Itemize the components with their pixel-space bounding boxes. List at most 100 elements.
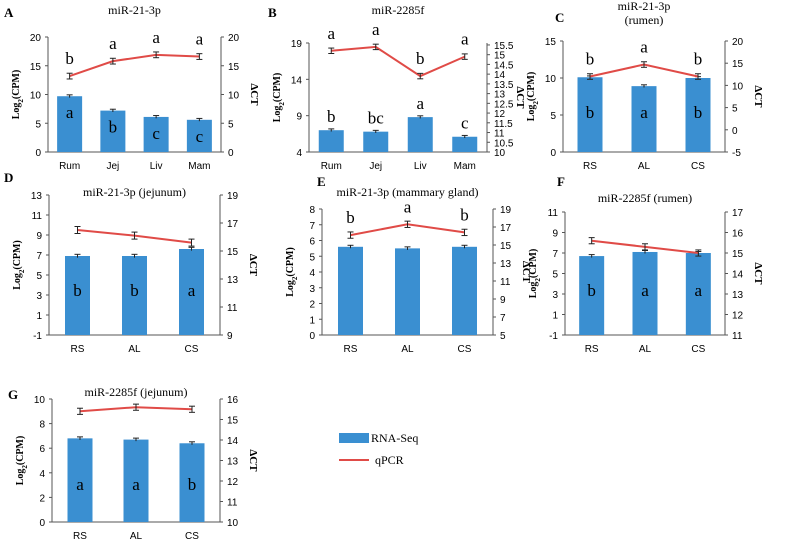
bar-sig-letter: a	[66, 103, 74, 122]
y-tick-label: 1	[36, 311, 42, 322]
y2-tick-label: 19	[227, 191, 239, 202]
y2-tick-label: 14.5	[494, 60, 514, 71]
panel-label: E	[317, 174, 326, 189]
y-axis-label: Log2(CPM)	[15, 436, 29, 486]
x-tick-label: Mam	[188, 161, 210, 172]
y-axis-label-text: Log2(CPM)	[15, 436, 29, 486]
bar-AL	[122, 256, 147, 335]
y2-tick-label: 13	[500, 259, 512, 270]
y-axis-label: Log2(CPM)	[272, 73, 286, 123]
y-tick-label: 5	[552, 270, 558, 281]
y-tick-label: 2	[39, 493, 45, 504]
y-tick-label: 3	[309, 284, 315, 295]
bar-RS	[577, 77, 603, 152]
y-tick-label: 7	[552, 249, 558, 260]
bar-sig-letter: a	[76, 475, 84, 494]
y2-tick-label: 19	[500, 205, 512, 216]
y2-tick-label: 20	[732, 37, 744, 48]
y2-tick-label: 16	[227, 395, 239, 406]
line-sig-letter: a	[152, 28, 160, 47]
y-tick-label: 6	[309, 237, 315, 248]
y-axis-label-text: Log2(CPM)	[11, 70, 25, 120]
bar-Jej	[363, 131, 389, 152]
line-sig-letter: a	[461, 30, 469, 49]
y2-tick-label: 15	[227, 247, 239, 258]
x-tick-label: RS	[73, 531, 87, 542]
y2-axis-label: ΔCT	[248, 83, 260, 106]
y-tick-label: 1	[552, 311, 558, 322]
y2-tick-label: 0	[228, 148, 234, 159]
y-tick-label: 7	[309, 221, 315, 232]
x-tick-label: Rum	[321, 161, 342, 172]
y-axis-label-text: Log2(CPM)	[12, 240, 26, 290]
y2-tick-label: 9	[500, 295, 506, 306]
y2-axis-label: ΔCT	[752, 85, 764, 108]
y2-tick-label: 15	[228, 62, 240, 73]
y-tick-label: 4	[296, 148, 302, 159]
y-tick-label: 7	[36, 251, 42, 262]
bar-AL	[395, 248, 420, 335]
line-sig-letter: a	[372, 20, 380, 39]
y2-tick-label: 11	[732, 331, 743, 342]
y-tick-label: 15	[30, 62, 42, 73]
bar-CS	[179, 249, 204, 335]
chart-title: miR-21-3p (mammary gland)	[337, 185, 479, 199]
y-tick-label: 0	[39, 518, 45, 529]
x-tick-label: AL	[130, 531, 143, 542]
bar-sig-letter: a	[132, 475, 140, 494]
y-tick-label: 14	[291, 75, 303, 86]
panel-label: C	[555, 10, 564, 25]
y2-tick-label: 17	[732, 208, 744, 219]
y-tick-label: 0	[550, 148, 556, 159]
legend: RNA-Seq qPCR	[339, 431, 418, 467]
y2-tick-label: 14	[227, 436, 239, 447]
bar-sig-letter: b	[130, 281, 139, 300]
y-tick-label: 11	[32, 211, 43, 222]
y2-tick-label: 15	[732, 59, 744, 70]
y2-tick-label: 14	[732, 270, 744, 281]
bar-RS	[338, 246, 363, 335]
y-tick-label: 9	[36, 231, 42, 242]
y2-tick-label: 15	[227, 416, 239, 427]
bar-Jej	[100, 110, 126, 152]
y-tick-label: 20	[30, 33, 42, 44]
y-tick-label: 5	[309, 252, 315, 263]
chart-subtitle: (rumen)	[625, 13, 664, 27]
y2-tick-label: 11.5	[494, 119, 513, 130]
line-sig-letter: a	[327, 24, 335, 43]
y-tick-label: 19	[291, 39, 303, 50]
y2-tick-label: -5	[732, 148, 741, 159]
bar-CS	[179, 443, 205, 522]
y-axis-label: Log2(CPM)	[11, 70, 25, 120]
bar-sig-letter: b	[188, 475, 197, 494]
bar-Liv	[143, 116, 169, 152]
chart-title: miR-21-3p	[108, 3, 161, 17]
bar-sig-letter: c	[461, 114, 469, 133]
bar-RS	[579, 256, 605, 335]
chart-title: miR-2285f (rumen)	[598, 191, 692, 205]
panel-label: G	[8, 387, 18, 402]
bar-Rum	[57, 96, 83, 152]
y2-tick-label: 10.5	[494, 138, 514, 149]
y-axis-label-text: Log2(CPM)	[272, 73, 286, 123]
y2-tick-label: 7	[500, 313, 506, 324]
y2-tick-label: 12.5	[494, 99, 514, 110]
x-tick-label: RS	[71, 344, 85, 355]
y-tick-label: 4	[309, 268, 315, 279]
y-tick-label: 4	[39, 469, 45, 480]
x-tick-label: Jej	[106, 161, 119, 172]
bar-sig-letter: b	[586, 103, 595, 122]
line-sig-letter: b	[65, 49, 74, 68]
y2-tick-label: 5	[732, 104, 738, 115]
y-axis-label-text: Log2(CPM)	[526, 72, 540, 122]
line-sig-letter: a	[404, 197, 412, 216]
bar-sig-letter: c	[196, 127, 204, 146]
bar-AL	[631, 86, 657, 152]
legend-label-qpcr: qPCR	[375, 453, 404, 467]
y2-tick-label: 13	[732, 290, 744, 301]
x-tick-label: AL	[638, 161, 651, 172]
x-tick-label: CS	[691, 161, 705, 172]
y-tick-label: 6	[39, 444, 45, 455]
